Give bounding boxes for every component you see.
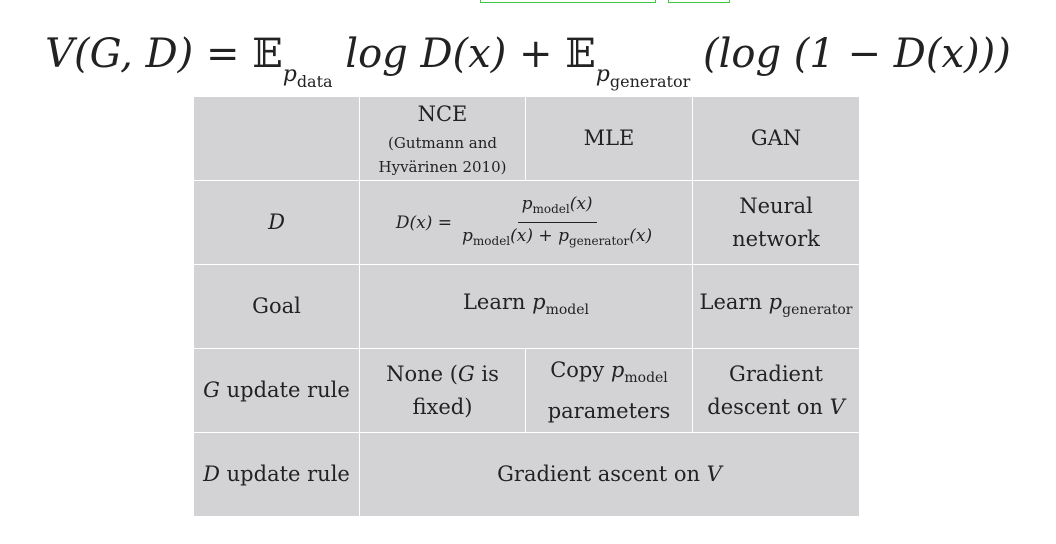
d-formula-denominator: pmodel(x) + pgenerator(x) — [458, 223, 656, 253]
denominator-sub-b: generator — [568, 234, 630, 248]
formula-term2: (log (1 − D(x))) — [702, 31, 1011, 77]
row-g-update-mle: Copy pmodel parameters — [525, 348, 693, 433]
table-row-goal: Goal Learn pmodel Learn pgenerator — [193, 264, 860, 349]
row-goal-label: Goal — [193, 264, 360, 349]
mle-parameters-text: parameters — [547, 398, 671, 423]
denominator-p-b: p — [558, 226, 569, 246]
goal-generator-sub: generator — [782, 302, 853, 318]
header-mle: MLE — [525, 96, 693, 181]
denominator-sub-a: model — [472, 234, 511, 248]
denominator-p-a: p — [462, 226, 473, 246]
formula-p-2: p — [595, 62, 610, 87]
d-update-var: D — [203, 462, 220, 486]
row-g-update-label: G update rule — [193, 348, 360, 433]
goal-model-sub: model — [545, 302, 590, 318]
header-nce-label: NCE — [417, 102, 468, 126]
row-goal-gan: Learn pgenerator — [692, 264, 860, 349]
row-d-formula-cell: D(x) = pmodel(x) pmodel(x) + pgenerator(… — [359, 180, 693, 265]
d-formula: D(x) = pmodel(x) pmodel(x) + pgenerator(… — [396, 192, 656, 253]
formula-p-1: p — [282, 62, 297, 87]
d-formula-lhs: D(x) = — [395, 212, 453, 233]
row-d-update-label: D update rule — [193, 432, 360, 517]
ascent-v-var: V — [706, 462, 722, 486]
denominator-arg-b: (x) — [629, 226, 653, 246]
g-update-var: G — [203, 378, 220, 402]
header-empty-cell — [193, 96, 360, 181]
formula-sub-generator: generator — [609, 72, 691, 91]
nce-none-text: None ( — [386, 361, 458, 386]
gan-v-var: V — [829, 394, 845, 419]
mle-model-sub: model — [624, 369, 668, 386]
row-d-gan: Neural network — [692, 180, 860, 265]
goal-p-generator: p — [768, 290, 783, 314]
row-d-label: D — [193, 180, 360, 265]
row-d-update-all: Gradient ascent on V — [359, 432, 860, 517]
table-header-row: NCE (Gutmann and Hyvärinen 2010) MLE GAN — [193, 96, 860, 181]
goal-p-model: p — [532, 290, 546, 314]
row-goal-nce-mle: Learn pmodel — [359, 264, 693, 349]
d-formula-fraction: pmodel(x) pmodel(x) + pgenerator(x) — [458, 192, 656, 253]
row-g-update-gan: Gradient descent on V — [692, 348, 860, 433]
mle-copy-text: Copy — [550, 357, 611, 382]
row-g-update-nce: None (G is fixed) — [359, 348, 526, 433]
formula-plus: + — [519, 31, 553, 77]
header-nce-citation: (Gutmann and Hyvärinen 2010) — [378, 134, 507, 176]
table-row-d-update: D update rule Gradient ascent on V — [193, 432, 860, 517]
nce-fixed-text: is fixed) — [412, 361, 499, 419]
goal-learn-text: Learn — [462, 290, 533, 314]
highlight-box-left — [480, 0, 656, 3]
numerator-arg: (x) — [569, 194, 593, 214]
g-update-text: update rule — [219, 378, 350, 402]
expectation-symbol-2: 𝔼 — [565, 31, 596, 77]
denominator-arg-a: (x) + — [510, 226, 559, 246]
formula-lhs: V(G, D) — [45, 31, 194, 77]
mle-p-model: p — [610, 357, 625, 382]
gradient-ascent-text: Gradient ascent on — [497, 462, 707, 486]
goal-gan-learn-text: Learn — [699, 290, 769, 314]
gan-gradient-descent-text: Gradient descent on — [707, 361, 830, 419]
header-gan: GAN — [692, 96, 860, 181]
numerator-sub: model — [532, 202, 570, 216]
nce-g-var: G — [457, 361, 475, 386]
expectation-symbol-1: 𝔼 — [252, 31, 283, 77]
formula-sub-data: data — [296, 72, 333, 91]
d-formula-numerator: pmodel(x) — [517, 192, 597, 223]
header-nce: NCE (Gutmann and Hyvärinen 2010) — [359, 96, 526, 181]
comparison-table: NCE (Gutmann and Hyvärinen 2010) MLE GAN… — [193, 96, 860, 517]
formula-term1: log D(x) — [345, 31, 507, 77]
formula-equals: = — [205, 31, 240, 77]
d-update-text: update rule — [219, 462, 350, 486]
numerator-p: p — [521, 194, 533, 214]
table-row-d: D D(x) = pmodel(x) pmodel(x) + pgenerato… — [193, 180, 860, 265]
table-row-g-update: G update rule None (G is fixed) Copy pmo… — [193, 348, 860, 433]
value-function-formula: V(G, D) = 𝔼pdata log D(x) + 𝔼pgenerator … — [0, 28, 1056, 90]
highlight-box-right — [668, 0, 730, 3]
